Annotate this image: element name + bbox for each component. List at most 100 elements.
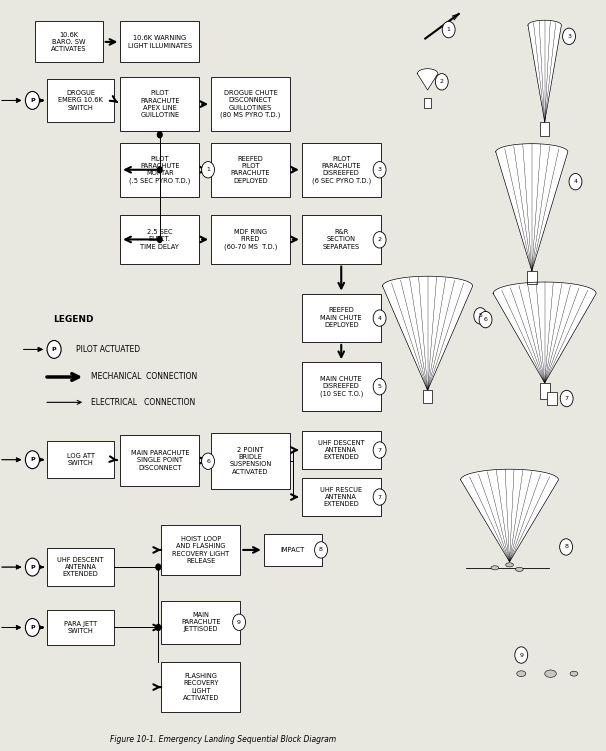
Circle shape [373,489,386,505]
FancyBboxPatch shape [302,478,381,516]
Circle shape [315,541,327,558]
Text: 2 POINT
BRIDLE
SUSPENSION
ACTIVATED: 2 POINT BRIDLE SUSPENSION ACTIVATED [230,447,271,475]
Text: 10.6K WARNING
LIGHT ILLUMINATES: 10.6K WARNING LIGHT ILLUMINATES [128,35,192,49]
Text: PILOT
PARACHUTE
APEX LINE
GUILLOTINE: PILOT PARACHUTE APEX LINE GUILLOTINE [140,90,179,118]
Text: LOG ATT
SWITCH: LOG ATT SWITCH [67,453,95,466]
FancyBboxPatch shape [264,534,322,566]
Circle shape [373,161,386,178]
Polygon shape [496,143,568,271]
Text: 6: 6 [484,317,487,322]
Polygon shape [418,68,438,90]
Text: HOIST LOOP
AND FLASHING
RECOVERY LIGHT
RELEASE: HOIST LOOP AND FLASHING RECOVERY LIGHT R… [172,536,230,564]
Text: DROGUE
EMERG 10.6K
SWITCH: DROGUE EMERG 10.6K SWITCH [58,90,103,110]
FancyBboxPatch shape [161,601,240,644]
FancyBboxPatch shape [161,662,240,713]
Text: REEFED
PILOT
PARACHUTE
DEPLOYED: REEFED PILOT PARACHUTE DEPLOYED [231,156,270,184]
FancyBboxPatch shape [120,435,199,486]
Circle shape [562,28,576,44]
FancyBboxPatch shape [211,433,290,489]
FancyBboxPatch shape [302,362,381,411]
Text: 6: 6 [206,459,210,463]
Circle shape [25,558,39,576]
Text: R&R
SECTION
SEPARATES: R&R SECTION SEPARATES [322,229,360,249]
Text: 8: 8 [564,544,568,550]
FancyBboxPatch shape [302,143,381,197]
FancyBboxPatch shape [120,77,199,131]
Text: MAIN CHUTE
DISREEFED
(10 SEC T.O.): MAIN CHUTE DISREEFED (10 SEC T.O.) [319,376,363,397]
Polygon shape [382,276,473,391]
FancyBboxPatch shape [540,383,550,399]
Text: MAIN
PARACHUTE
JETTISOED: MAIN PARACHUTE JETTISOED [181,612,221,632]
Text: P: P [30,565,35,569]
Text: 3: 3 [378,167,382,172]
FancyBboxPatch shape [120,143,199,197]
Circle shape [25,619,39,636]
FancyBboxPatch shape [161,525,240,575]
Circle shape [158,237,162,243]
Text: 7: 7 [378,494,382,499]
FancyBboxPatch shape [47,441,115,478]
Circle shape [373,310,386,326]
Text: ELECTRICAL   CONNECTION: ELECTRICAL CONNECTION [91,398,195,407]
Circle shape [373,231,386,248]
Circle shape [156,564,161,570]
Text: 4: 4 [573,179,578,184]
Ellipse shape [545,670,556,677]
Circle shape [569,173,582,190]
Text: P: P [30,457,35,462]
FancyBboxPatch shape [423,391,433,403]
Text: 7: 7 [565,396,568,401]
Text: 5: 5 [478,313,482,318]
FancyBboxPatch shape [302,294,381,342]
Text: MAIN PARACHUTE
SINGLE POINT
DISCONNECT: MAIN PARACHUTE SINGLE POINT DISCONNECT [130,451,189,471]
FancyBboxPatch shape [47,548,115,586]
FancyBboxPatch shape [120,22,199,62]
Text: REEFED
MAIN CHUTE
DEPLOYED: REEFED MAIN CHUTE DEPLOYED [321,307,362,328]
Circle shape [158,131,162,137]
Polygon shape [528,20,561,122]
FancyBboxPatch shape [47,610,115,645]
Circle shape [156,625,161,630]
Text: 9: 9 [519,653,523,658]
Text: 5: 5 [378,385,382,389]
Text: DROGUE CHUTE
DISCONNECT
GUILLOTINES
(80 MS PYRO T.D.): DROGUE CHUTE DISCONNECT GUILLOTINES (80 … [221,90,281,119]
Text: MECHANICAL  CONNECTION: MECHANICAL CONNECTION [91,372,197,382]
Text: PARA JETT
SWITCH: PARA JETT SWITCH [64,621,98,634]
Ellipse shape [505,562,513,567]
Text: P: P [52,347,56,352]
Text: 2.5 SEC
ELECT.
TIME DELAY: 2.5 SEC ELECT. TIME DELAY [141,229,179,249]
Polygon shape [461,469,559,562]
Text: PILOT ACTUATED: PILOT ACTUATED [76,345,141,354]
Ellipse shape [491,566,499,570]
FancyBboxPatch shape [547,392,557,405]
Polygon shape [493,282,596,383]
FancyBboxPatch shape [302,216,381,264]
FancyBboxPatch shape [211,77,290,131]
Text: IMPACT: IMPACT [281,547,305,553]
Circle shape [373,379,386,395]
Text: UHF DESCENT
ANTENNA
EXTENDED: UHF DESCENT ANTENNA EXTENDED [58,556,104,578]
Text: FLASHING
RECOVERY
LIGHT
ACTIVATED: FLASHING RECOVERY LIGHT ACTIVATED [182,673,219,701]
Text: 10.6K
BARO. SW
ACTIVATES: 10.6K BARO. SW ACTIVATES [52,32,87,52]
Text: Figure 10-1. Emergency Landing Sequential Block Diagram: Figure 10-1. Emergency Landing Sequentia… [110,734,336,743]
Text: 9: 9 [237,620,241,625]
Text: 2: 2 [440,80,444,84]
Circle shape [233,614,245,630]
Text: UHF DESCENT
ANTENNA
EXTENDED: UHF DESCENT ANTENNA EXTENDED [318,440,365,460]
FancyBboxPatch shape [302,431,381,469]
Text: 2: 2 [378,237,382,243]
Text: 3: 3 [567,34,571,39]
FancyBboxPatch shape [120,216,199,264]
FancyBboxPatch shape [47,79,115,122]
FancyBboxPatch shape [211,143,290,197]
Text: LEGEND: LEGEND [53,315,94,324]
FancyBboxPatch shape [540,122,549,137]
Text: PILOT
PARACHUTE
MORTAR
(.5 SEC PYRO T.D.): PILOT PARACHUTE MORTAR (.5 SEC PYRO T.D.… [129,155,190,184]
FancyBboxPatch shape [527,271,537,284]
Text: 8: 8 [319,547,323,553]
Circle shape [373,442,386,458]
Text: 4: 4 [378,315,382,321]
Text: MDF RING
FIRED
(60-70 MS  T.D.): MDF RING FIRED (60-70 MS T.D.) [224,229,277,250]
Circle shape [202,161,215,178]
Ellipse shape [517,671,526,677]
